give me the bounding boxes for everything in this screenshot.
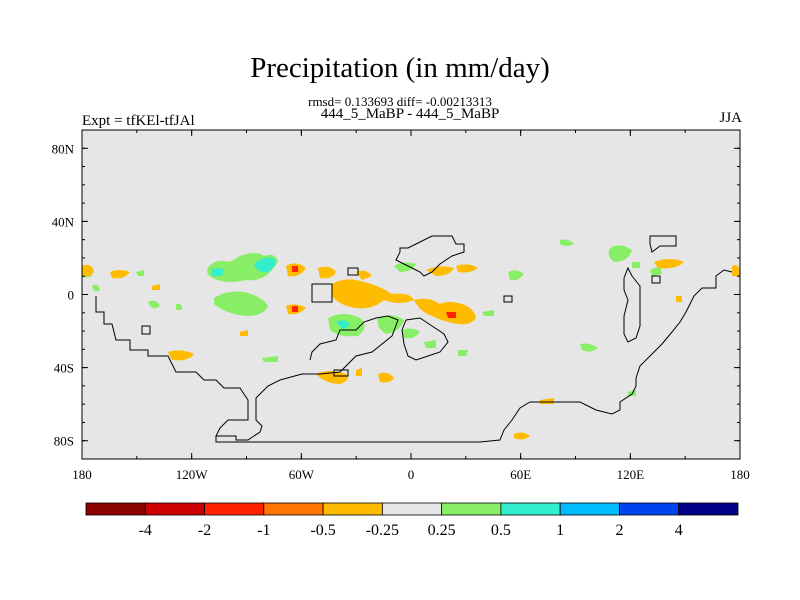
anomaly-region bbox=[356, 270, 372, 280]
anomaly-region bbox=[254, 257, 276, 273]
colorbar-label: 0.25 bbox=[428, 522, 456, 539]
anomaly-region bbox=[378, 372, 394, 383]
colorbar-label: 1 bbox=[556, 522, 564, 539]
chart-title: Precipitation (in mm/day) bbox=[250, 52, 550, 84]
anomaly-region bbox=[336, 320, 350, 330]
anomaly-region bbox=[394, 262, 416, 272]
colorbar-label: -2 bbox=[198, 522, 211, 539]
lon-tick-label: 120E bbox=[617, 467, 645, 482]
colorbar-swatch bbox=[204, 502, 265, 516]
anomaly-region bbox=[414, 298, 476, 325]
experiment-label: Expt = tfKEl-tfJAl bbox=[82, 113, 195, 129]
colorbar-swatch bbox=[559, 502, 620, 516]
colorbar-swatch bbox=[322, 502, 383, 516]
lon-tick-label: 60E bbox=[510, 467, 531, 482]
lon-tick-label: 60W bbox=[289, 467, 315, 482]
anomaly-region bbox=[654, 259, 684, 269]
coastlines bbox=[95, 235, 733, 443]
anomaly-region bbox=[508, 270, 524, 281]
colorbar-label: 0.5 bbox=[491, 522, 511, 539]
anomaly-region bbox=[176, 303, 182, 310]
anomaly-region bbox=[318, 266, 336, 279]
lat-tick-label: 80N bbox=[52, 141, 75, 156]
colorbar-swatch bbox=[441, 502, 502, 516]
anomaly-region bbox=[212, 268, 224, 276]
colorbar-label: -0.25 bbox=[366, 522, 399, 539]
anomaly-region bbox=[482, 310, 494, 316]
anomaly-region bbox=[332, 279, 414, 309]
colorbar-swatch bbox=[381, 502, 443, 516]
season-label: JJA bbox=[719, 110, 742, 126]
lat-tick-label: 40N bbox=[52, 214, 75, 229]
anomaly-region bbox=[292, 306, 298, 312]
colorbar-label: 2 bbox=[615, 522, 623, 539]
anomaly-region bbox=[458, 350, 468, 356]
anomaly-region bbox=[316, 371, 348, 384]
lon-tick-label: 180 bbox=[730, 467, 750, 482]
anomaly-region bbox=[262, 356, 278, 362]
run-comparison-label: 444_5_MaBP - 444_5_MaBP bbox=[320, 106, 500, 122]
anomaly-region bbox=[676, 296, 682, 302]
anomaly-region bbox=[424, 340, 436, 348]
anomaly-region bbox=[214, 291, 268, 316]
anomaly-region bbox=[446, 312, 456, 318]
colorbar-swatch bbox=[500, 502, 561, 516]
anomaly-region bbox=[82, 264, 94, 276]
colorbar-swatch bbox=[263, 502, 324, 516]
colorbar-label: 4 bbox=[675, 522, 683, 539]
anomaly-region bbox=[356, 368, 362, 376]
lon-tick-label: 0 bbox=[408, 467, 415, 482]
axis-ticks bbox=[81, 129, 741, 460]
rmsd-diff-stats: rmsd= 0.133693 diff= -0.00213313 bbox=[308, 94, 492, 109]
lon-tick-label: 120W bbox=[176, 467, 209, 482]
colorbar-label: -1 bbox=[257, 522, 270, 539]
anomaly-region bbox=[148, 300, 160, 309]
anomaly-region bbox=[136, 270, 144, 276]
anomaly-region bbox=[168, 350, 194, 361]
anomaly-region bbox=[426, 266, 454, 276]
anomaly-region bbox=[560, 239, 574, 246]
lon-tick-label: 180 bbox=[72, 467, 92, 482]
anomaly-region bbox=[292, 266, 298, 272]
anomaly-region bbox=[402, 328, 420, 339]
anomaly-region bbox=[514, 432, 530, 440]
lat-tick-label: 80S bbox=[54, 434, 74, 449]
lat-tick-label: 0 bbox=[68, 288, 75, 303]
anomaly-region bbox=[110, 270, 130, 279]
colorbar-swatch bbox=[619, 502, 680, 516]
map-background bbox=[82, 130, 740, 459]
anomaly-region bbox=[580, 343, 598, 352]
anomaly-region bbox=[632, 262, 640, 268]
anomaly-region bbox=[152, 284, 160, 290]
anomaly-region bbox=[732, 265, 740, 276]
colorbar-label: -4 bbox=[139, 522, 152, 539]
lat-tick-label: 40S bbox=[54, 361, 74, 376]
anomaly-region bbox=[608, 245, 632, 262]
anomaly-region bbox=[92, 284, 100, 292]
colorbar-swatch bbox=[85, 502, 146, 516]
anomaly-shading bbox=[82, 239, 740, 440]
colorbar: -4 -2 -1 -0.5 -0.25 0.25 0.5 1 2 4 bbox=[85, 502, 739, 539]
colorbar-swatch bbox=[678, 502, 739, 516]
colorbar-swatch bbox=[144, 502, 205, 516]
anomaly-region bbox=[456, 264, 478, 273]
anomaly-region bbox=[240, 330, 248, 336]
anomaly-region bbox=[650, 266, 662, 276]
colorbar-label: -0.5 bbox=[310, 522, 335, 539]
